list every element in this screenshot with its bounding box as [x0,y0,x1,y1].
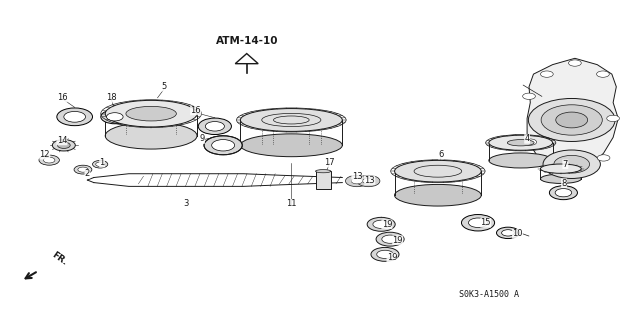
Circle shape [529,99,615,141]
Circle shape [64,111,86,122]
Circle shape [543,150,600,178]
Circle shape [540,71,553,77]
Text: 4: 4 [524,134,530,144]
Circle shape [351,178,363,184]
Text: 16: 16 [191,106,201,115]
Circle shape [461,214,495,231]
Ellipse shape [489,153,552,168]
Text: 17: 17 [324,158,335,167]
Circle shape [363,178,374,184]
Text: 8: 8 [561,179,567,188]
Ellipse shape [489,135,552,150]
Text: 13: 13 [351,172,362,182]
Circle shape [568,60,581,66]
Ellipse shape [241,134,342,157]
Text: 19: 19 [392,236,403,245]
Circle shape [596,71,609,77]
Circle shape [555,189,572,197]
Circle shape [367,217,395,231]
Text: 16: 16 [56,93,67,102]
Text: 14: 14 [57,136,67,145]
FancyBboxPatch shape [316,171,331,189]
Circle shape [205,122,225,131]
Circle shape [549,186,577,200]
Text: 6: 6 [438,150,444,159]
Circle shape [74,165,92,174]
Circle shape [497,227,520,239]
Circle shape [541,105,602,135]
Circle shape [502,230,515,236]
Text: 11: 11 [286,199,296,208]
Circle shape [556,112,588,128]
Circle shape [39,155,60,165]
Polygon shape [527,58,618,172]
Circle shape [377,250,394,258]
Text: FR.: FR. [50,250,68,267]
Circle shape [382,235,398,243]
Circle shape [57,108,93,126]
Ellipse shape [105,100,197,127]
Circle shape [376,232,404,246]
Ellipse shape [508,140,534,146]
Circle shape [597,155,610,161]
Text: ATM-14-10: ATM-14-10 [216,36,278,46]
Circle shape [523,93,536,100]
Text: 19: 19 [387,253,397,262]
Circle shape [52,140,76,151]
Circle shape [44,157,55,163]
Circle shape [100,110,129,124]
Ellipse shape [394,160,481,182]
Text: 12: 12 [40,150,50,159]
Circle shape [371,248,399,261]
Circle shape [96,162,104,167]
Text: 10: 10 [512,229,523,238]
Text: 3: 3 [184,199,189,208]
Text: 18: 18 [106,93,116,102]
Circle shape [78,167,88,172]
Circle shape [524,139,537,145]
Text: 7: 7 [563,160,568,169]
Circle shape [373,220,390,228]
Circle shape [357,175,380,187]
Circle shape [58,142,70,148]
Text: 19: 19 [381,220,392,229]
Circle shape [346,175,369,187]
Text: 15: 15 [481,218,491,227]
Text: 2: 2 [84,169,90,178]
Circle shape [607,115,620,122]
Circle shape [93,160,108,168]
Ellipse shape [316,170,331,173]
Polygon shape [236,54,258,64]
Text: 13: 13 [364,175,375,185]
Ellipse shape [394,184,481,206]
Ellipse shape [540,164,581,173]
Ellipse shape [126,106,177,121]
Circle shape [198,118,232,135]
Circle shape [554,155,589,173]
Text: 1: 1 [99,158,105,167]
Text: S0K3-A1500 A: S0K3-A1500 A [459,290,519,299]
Ellipse shape [105,122,197,149]
Ellipse shape [540,174,581,183]
Circle shape [468,218,488,227]
Circle shape [212,140,235,151]
Circle shape [106,113,123,121]
Circle shape [204,136,243,155]
Text: 5: 5 [161,82,166,91]
Ellipse shape [241,108,342,131]
Text: 9: 9 [200,134,205,144]
